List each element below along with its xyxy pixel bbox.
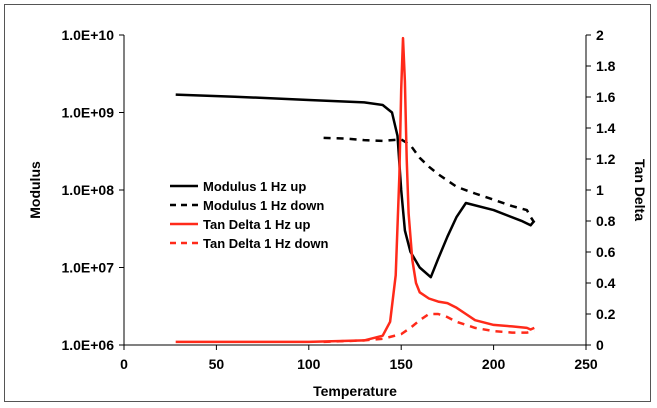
y2-tick-label: 1.8 bbox=[596, 58, 616, 74]
series-line-modulus-1-hz-up bbox=[175, 93, 536, 279]
x-tick-label: 200 bbox=[482, 356, 506, 372]
x-tick-label: 50 bbox=[209, 356, 225, 372]
y-tick-label: 1.0E+06 bbox=[61, 337, 114, 353]
y-tick-label: 1.0E+10 bbox=[61, 27, 114, 43]
y-axis-right-ticks: 0 0.2 0.4 0.6 0.8 1 1.2 1.4 1.6 1.8 2 bbox=[586, 27, 616, 353]
axes bbox=[123, 35, 587, 346]
x-axis-title: Temperature bbox=[313, 383, 397, 399]
y-tick-label: 1.0E+09 bbox=[61, 105, 114, 121]
y-tick-label: 1.0E+07 bbox=[61, 260, 114, 276]
legend-label: Modulus 1 Hz down bbox=[203, 198, 324, 213]
legend-label: Modulus 1 Hz up bbox=[203, 179, 306, 194]
y2-tick-label: 1.6 bbox=[596, 89, 616, 105]
x-tick-label: 100 bbox=[297, 356, 321, 372]
legend-label: Tan Delta 1 Hz up bbox=[203, 217, 310, 232]
y2-tick-label: 0.6 bbox=[596, 244, 616, 260]
chart-frame bbox=[4, 4, 651, 402]
y2-tick-label: 1 bbox=[596, 182, 604, 198]
y2-tick-label: 0.4 bbox=[596, 275, 616, 291]
series-layer bbox=[175, 36, 536, 344]
legend: Modulus 1 Hz up Modulus 1 Hz down Tan Delt… bbox=[170, 179, 328, 251]
x-tick-label: 150 bbox=[390, 356, 414, 372]
series-line-tan-delta-1-hz-down bbox=[323, 312, 535, 344]
y2-tick-label: 0 bbox=[596, 337, 604, 353]
y-axis-right-title: Tan Delta bbox=[632, 159, 648, 221]
y2-tick-label: 0.8 bbox=[596, 213, 616, 229]
y-tick-label: 1.0E+08 bbox=[61, 182, 114, 198]
y2-tick-label: 0.2 bbox=[596, 306, 616, 322]
x-tick-label: 250 bbox=[574, 356, 598, 372]
x-axis-ticks: 0 50 100 150 200 250 bbox=[120, 345, 598, 372]
series-line-tan-delta-1-hz-up bbox=[175, 36, 535, 344]
y2-tick-label: 1.4 bbox=[596, 120, 616, 136]
series-line-modulus-1-hz-down bbox=[323, 136, 536, 224]
y-axis-left-title: Modulus bbox=[27, 161, 43, 219]
y-axis-left-ticks: 1.0E+06 1.0E+07 1.0E+08 1.0E+09 1.0E+10 bbox=[61, 27, 124, 353]
y2-tick-label: 2 bbox=[596, 27, 604, 43]
y2-tick-label: 1.2 bbox=[596, 151, 616, 167]
legend-label: Tan Delta 1 Hz down bbox=[203, 236, 328, 251]
x-tick-label: 0 bbox=[120, 356, 128, 372]
